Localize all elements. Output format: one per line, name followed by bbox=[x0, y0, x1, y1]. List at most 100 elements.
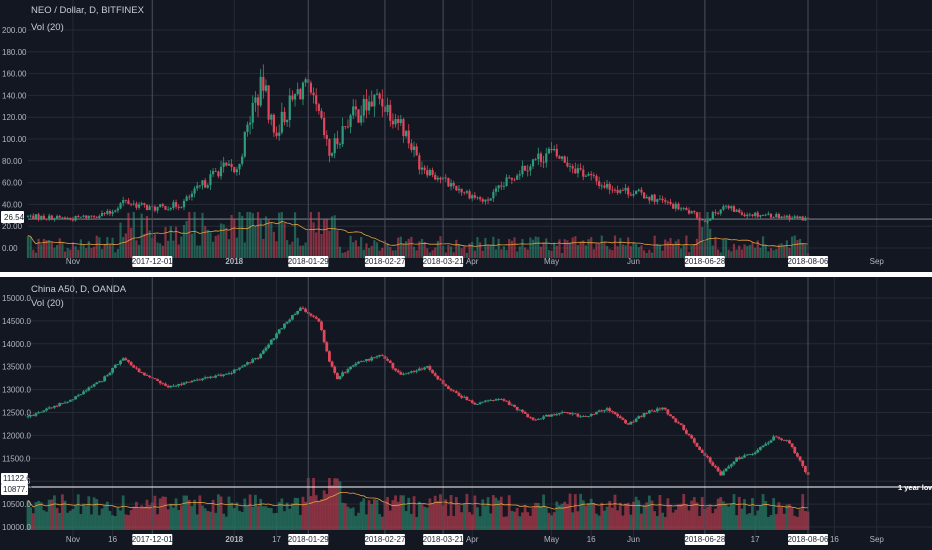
volume-bar bbox=[50, 241, 53, 258]
candle-body bbox=[360, 115, 363, 123]
volume-bar bbox=[261, 506, 265, 530]
pane-separator[interactable] bbox=[0, 272, 932, 277]
volume-bar bbox=[259, 498, 263, 530]
candle-body bbox=[224, 373, 228, 375]
volume-bar bbox=[732, 243, 736, 258]
date-marker-label-bg bbox=[423, 534, 464, 545]
candle-body bbox=[299, 89, 302, 100]
volume-bar bbox=[547, 512, 551, 530]
volume-bar bbox=[804, 244, 807, 258]
candle-body bbox=[132, 203, 135, 205]
date-marker-label-bg bbox=[684, 256, 725, 267]
volume-bar bbox=[415, 250, 418, 258]
volume-bar bbox=[362, 498, 366, 530]
volume-bar bbox=[185, 495, 189, 530]
candle-body bbox=[590, 174, 593, 176]
volume-bar bbox=[561, 252, 564, 258]
price-tick-label: 180.00 bbox=[2, 48, 27, 57]
neo-last-price: 26.54 bbox=[4, 213, 25, 222]
candle-body bbox=[521, 409, 524, 412]
candle-body bbox=[502, 399, 506, 401]
candle-body bbox=[510, 404, 514, 406]
candle-body bbox=[119, 203, 122, 209]
candle-body bbox=[655, 408, 659, 412]
volume-bar bbox=[764, 500, 768, 530]
volume-bar bbox=[198, 245, 201, 258]
volume-bar bbox=[516, 251, 519, 258]
volume-bar bbox=[790, 507, 794, 530]
date-marker-label: 2018-01-29 bbox=[288, 535, 329, 544]
volume-bar bbox=[508, 239, 511, 258]
neo-pane[interactable]: 2017-12-01 2018-01-29 2018-02-27 2018-03-21… bbox=[1, 0, 932, 267]
candle-body bbox=[669, 201, 672, 204]
candle-body bbox=[333, 138, 336, 154]
price-tick-label: 40.00 bbox=[2, 200, 23, 209]
candle-body bbox=[270, 114, 273, 120]
candle-body bbox=[505, 177, 508, 187]
volume-bar bbox=[272, 513, 276, 530]
candle-body bbox=[555, 414, 559, 416]
volume-bar bbox=[232, 508, 236, 530]
volume-bar bbox=[47, 499, 51, 530]
candle-body bbox=[328, 139, 331, 156]
candle-body bbox=[341, 372, 345, 377]
volume-bar bbox=[632, 501, 635, 530]
time-tick-label: 16 bbox=[830, 535, 839, 544]
volume-bar bbox=[463, 246, 466, 258]
candle-body bbox=[370, 357, 374, 361]
volume-bar bbox=[721, 501, 725, 530]
volume-bar bbox=[399, 495, 403, 530]
volume-bar bbox=[677, 504, 680, 530]
volume-bar bbox=[457, 244, 461, 258]
candle-body bbox=[253, 357, 257, 360]
candle-body bbox=[587, 416, 590, 417]
volume-bar bbox=[706, 506, 709, 530]
volume-bar bbox=[468, 243, 471, 258]
candle-body bbox=[780, 216, 783, 219]
candle-body bbox=[611, 189, 614, 191]
volume-bar bbox=[627, 237, 630, 258]
volume-bar bbox=[251, 506, 255, 530]
candle-body bbox=[211, 171, 215, 175]
volume-bar bbox=[198, 495, 202, 530]
volume-bar bbox=[63, 500, 67, 530]
candle-body bbox=[275, 132, 278, 136]
candle-body bbox=[397, 118, 400, 124]
candle-body bbox=[156, 379, 159, 382]
candle-body bbox=[286, 120, 289, 123]
candle-body bbox=[26, 215, 30, 217]
volume-bar bbox=[315, 232, 318, 258]
volume-bar bbox=[275, 241, 278, 258]
candle-body bbox=[727, 466, 731, 469]
candle-body bbox=[66, 217, 69, 219]
candle-body bbox=[692, 438, 696, 443]
volume-bar bbox=[370, 245, 373, 258]
candle-body bbox=[190, 193, 194, 198]
candle-body bbox=[278, 132, 281, 136]
volume-bar bbox=[256, 506, 260, 530]
volume-bar bbox=[547, 249, 550, 258]
volume-bar bbox=[499, 496, 503, 530]
volume-bar bbox=[42, 238, 45, 258]
candle-body bbox=[246, 124, 249, 133]
price-tick-label: 14500.0 bbox=[2, 317, 31, 326]
china-a50-pane[interactable]: 2017-12-01 2018-01-29 2018-02-27 2018-03-21… bbox=[1, 277, 932, 545]
volume-bar bbox=[743, 244, 746, 258]
volume-bar bbox=[55, 244, 59, 258]
candle-body bbox=[576, 168, 580, 174]
volume-bar bbox=[214, 512, 218, 530]
volume-bar bbox=[111, 237, 114, 258]
volume-bar bbox=[182, 225, 186, 258]
candle-body bbox=[785, 440, 789, 442]
volume-bar bbox=[433, 495, 437, 530]
candle-body bbox=[798, 216, 802, 219]
candle-body bbox=[724, 205, 728, 207]
candle-body bbox=[571, 413, 575, 415]
candle-body bbox=[341, 126, 344, 145]
volume-bar bbox=[698, 212, 701, 258]
candle-body bbox=[473, 402, 477, 405]
volume-bar bbox=[772, 250, 775, 258]
volume-bar bbox=[717, 249, 720, 258]
volume-bar bbox=[301, 245, 305, 258]
candle-body bbox=[63, 402, 67, 404]
